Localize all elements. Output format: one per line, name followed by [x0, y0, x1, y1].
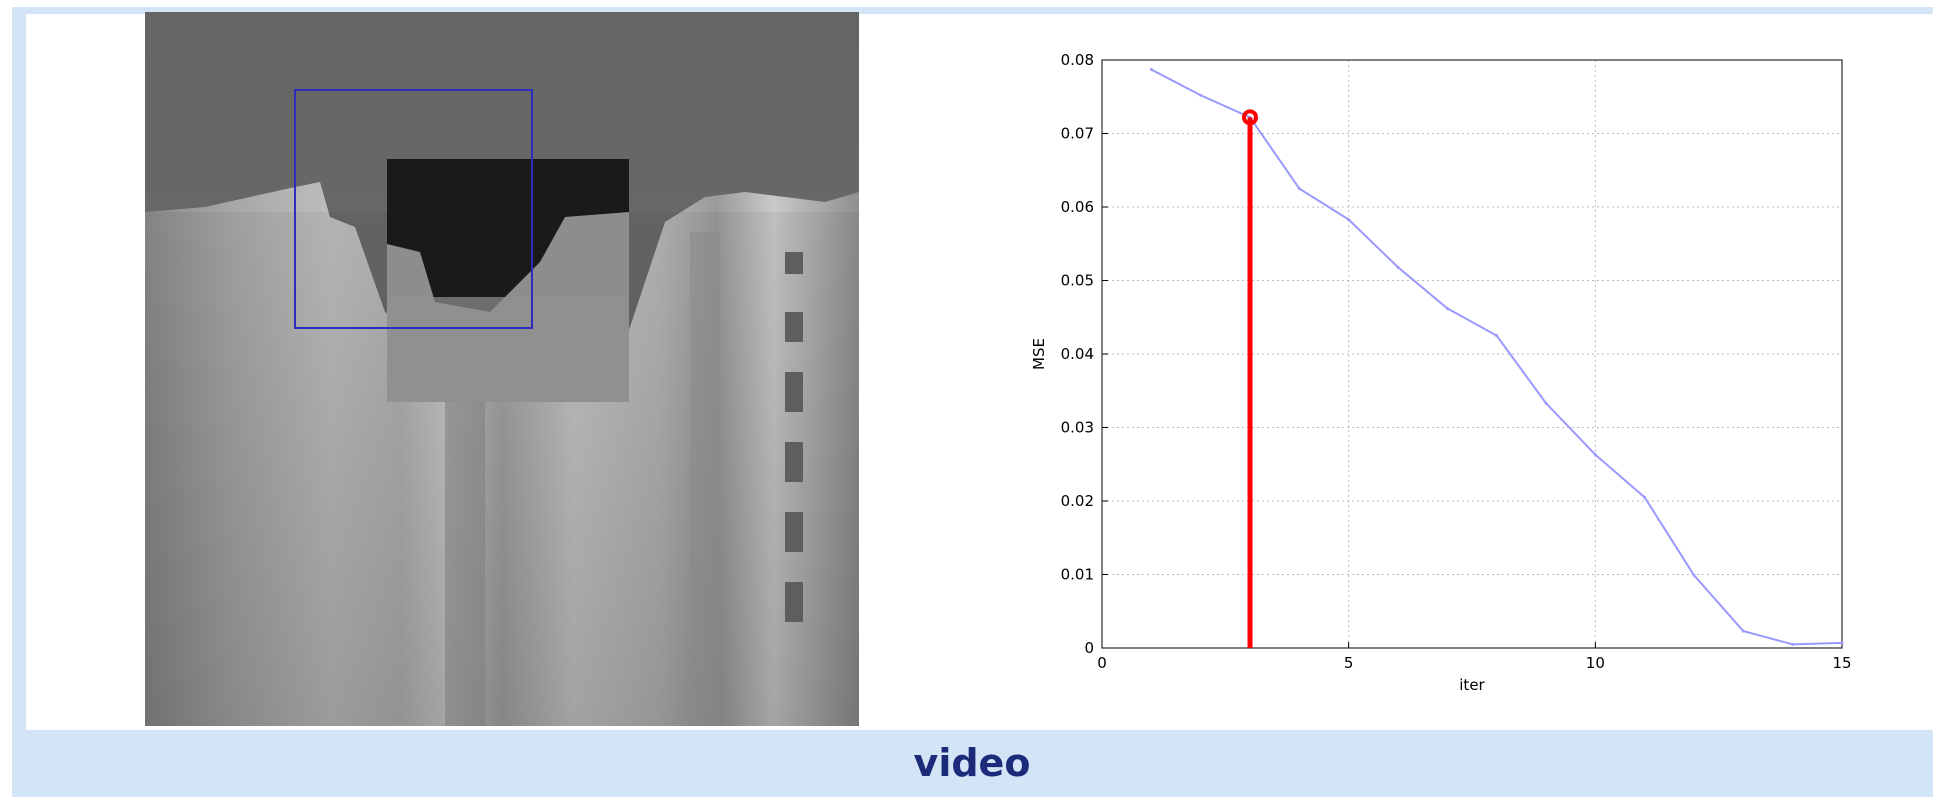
y-axis-label: MSE [1030, 338, 1048, 370]
current-iter-marker [1242, 109, 1258, 126]
x-tick-label: 5 [1344, 654, 1354, 672]
slide-caption: video [913, 741, 1031, 785]
bounding-box [294, 89, 533, 329]
data-point [1396, 265, 1400, 269]
video-frame-image [145, 12, 859, 726]
grid [1102, 60, 1842, 648]
y-tick-label: 0 [1084, 639, 1094, 657]
y-tick-label: 0.03 [1061, 419, 1094, 437]
data-point [1149, 68, 1153, 72]
y-tick-label: 0.01 [1061, 566, 1094, 584]
data-point [1544, 401, 1548, 405]
y-tick-label: 0.06 [1061, 198, 1094, 216]
data-point [1445, 306, 1449, 310]
data-point [1692, 573, 1696, 577]
y-tick-label: 0.05 [1061, 272, 1094, 290]
y-tick-label: 0.07 [1061, 125, 1094, 143]
mse-series-points [1149, 68, 1844, 646]
data-point [1593, 453, 1597, 457]
x-tick-label: 0 [1097, 654, 1107, 672]
ticks: 0 5 10 15 0 0.01 0.02 0.03 0.04 0.05 0.06 0.07 0.08 [1061, 51, 1852, 672]
y-tick-label: 0.04 [1061, 345, 1094, 363]
x-tick-label: 10 [1586, 654, 1605, 672]
x-axis-label: iter [1459, 676, 1485, 694]
data-point [1741, 629, 1745, 633]
data-point [1495, 334, 1499, 338]
data-point [1347, 217, 1351, 221]
data-point [1840, 641, 1844, 645]
mse-chart: 0 5 10 1500.010.020.030.040.050.060.070.08 … [1030, 51, 1852, 694]
data-point [1297, 187, 1301, 191]
y-tick-label: 0.02 [1061, 492, 1094, 510]
data-point [1199, 93, 1203, 97]
x-tick-label: 15 [1832, 654, 1851, 672]
data-point [1791, 642, 1795, 646]
mse-series-line [1150, 68, 1843, 646]
video-frame-picture [145, 12, 859, 726]
y-tick-label: 0.08 [1061, 51, 1094, 69]
data-point [1643, 495, 1647, 499]
